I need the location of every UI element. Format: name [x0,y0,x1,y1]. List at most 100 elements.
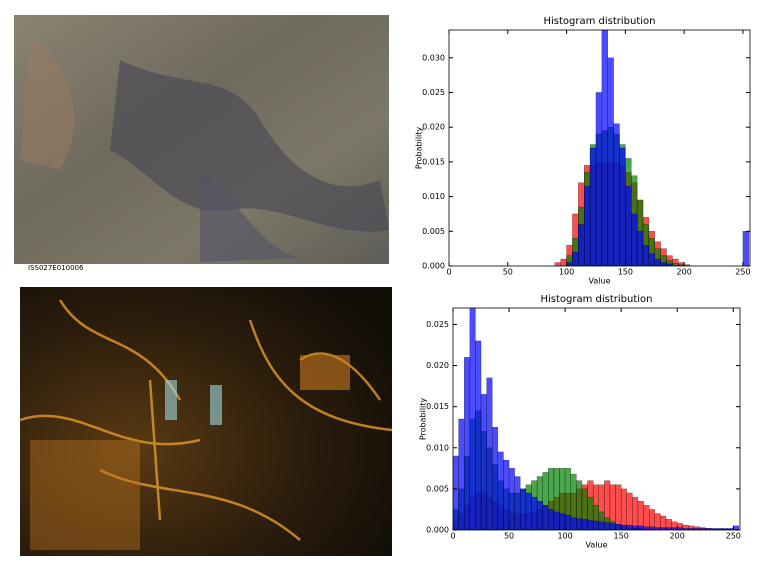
histogram-bar [553,511,560,530]
histogram-bar [508,468,515,530]
chart-title: Histogram distribution [543,16,655,27]
histogram-bar [592,520,599,530]
histogram-bar [632,496,639,530]
y-tick-label: 0.015 [422,157,445,166]
histogram-bar [560,258,567,266]
axes-frame [448,29,751,267]
histogram-bar [589,147,597,266]
histogram-bar [554,262,561,266]
histogram-bar [576,518,583,530]
histogram-bar [564,515,571,530]
histogram-bar [636,231,644,266]
histogram-bar [625,185,632,266]
x-tick-label: 250 [726,532,741,541]
x-tick-label: 50 [503,268,513,277]
histogram-bar [475,340,482,530]
histogram-bar [497,451,504,530]
histogram-bar [542,505,549,530]
histogram-bar [620,488,627,530]
histogram-bar [637,525,644,530]
histogram-bar [525,492,532,530]
histogram-bar [742,231,750,266]
y-tick-label: 0.020 [422,123,445,132]
x-tick-label: 0 [446,268,451,277]
y-tick-label: 0.000 [422,262,445,271]
histogram-bar [631,213,638,266]
y-tick-label: 0.010 [426,443,449,452]
histogram-bar [615,484,622,530]
histogram-bar [609,523,616,530]
histogram-bar [672,263,679,266]
y-tick-label: 0.005 [426,484,449,493]
histogram-bar [615,524,622,530]
photo-caption: ISS027E010006 [28,264,84,272]
x-axis-label: Value [589,277,611,286]
x-tick-label: 150 [614,532,629,541]
y-tick-label: 0.025 [422,88,445,97]
y-tick-label: 0.010 [422,192,445,201]
x-tick-label: 200 [670,532,685,541]
histogram-bar [570,517,577,530]
histogram-bar [626,524,633,530]
y-tick-label: 0.005 [422,227,445,236]
histogram-bar [648,526,655,530]
x-tick-label: 100 [557,532,572,541]
y-tick-label: 0.000 [426,526,449,535]
histogram-bar [643,505,650,530]
histogram-bar [601,30,608,266]
histogram-bar [598,521,605,530]
y-axis-label: Probability [419,398,428,441]
histogram-bar [632,525,639,530]
histogram-bar [548,509,555,530]
histogram-bar [480,394,487,530]
histogram-bar [453,455,459,530]
histogram-bar [503,459,510,530]
histogram-bar [595,92,603,266]
histogram-bar [643,526,650,530]
histogram-bar [492,427,499,530]
histogram-bar [581,519,588,530]
histogram-bar [458,418,465,530]
photo-terrain [14,15,389,264]
histogram-bar [587,519,594,530]
x-axis-label: Value [586,541,608,550]
histogram-bar [469,308,476,530]
histogram-bar [486,377,493,530]
y-axis-label: Probability [415,127,424,170]
y-tick-label: 0.030 [422,53,445,62]
histogram-bar [572,251,579,266]
histogram-bar [620,524,627,530]
y-tick-label: 0.015 [426,402,449,411]
histogram-bar [648,253,655,266]
chart-title: Histogram distribution [540,294,652,305]
x-tick-label: 250 [735,268,750,277]
histogram-bar [613,123,620,266]
x-tick-label: 0 [450,532,455,541]
histogram-bar [607,57,614,266]
histogram-bar [660,262,667,266]
plot-area [453,308,740,530]
histogram-bar [520,488,527,530]
histogram-bar [584,185,591,266]
photo-city-night [19,287,393,556]
histogram-bar [578,224,585,266]
x-tick-label: 150 [618,268,633,277]
histogram-bar [566,262,573,266]
histogram-bar [559,513,566,530]
axes-frame [452,307,741,531]
histogram-bar [514,476,521,530]
histogram-bar [619,147,626,266]
x-tick-label: 100 [559,268,574,277]
histogram-bar [464,357,471,530]
x-tick-label: 200 [677,268,692,277]
histogram-bar [531,496,538,530]
histogram-bar [642,244,650,266]
x-tick-label: 50 [504,532,514,541]
histogram-bar [637,501,644,530]
y-tick-label: 0.025 [426,320,449,329]
y-tick-label: 0.020 [426,361,449,370]
histogram-bar [604,522,611,530]
histogram-bar [536,501,543,530]
histogram-bar [733,525,740,530]
